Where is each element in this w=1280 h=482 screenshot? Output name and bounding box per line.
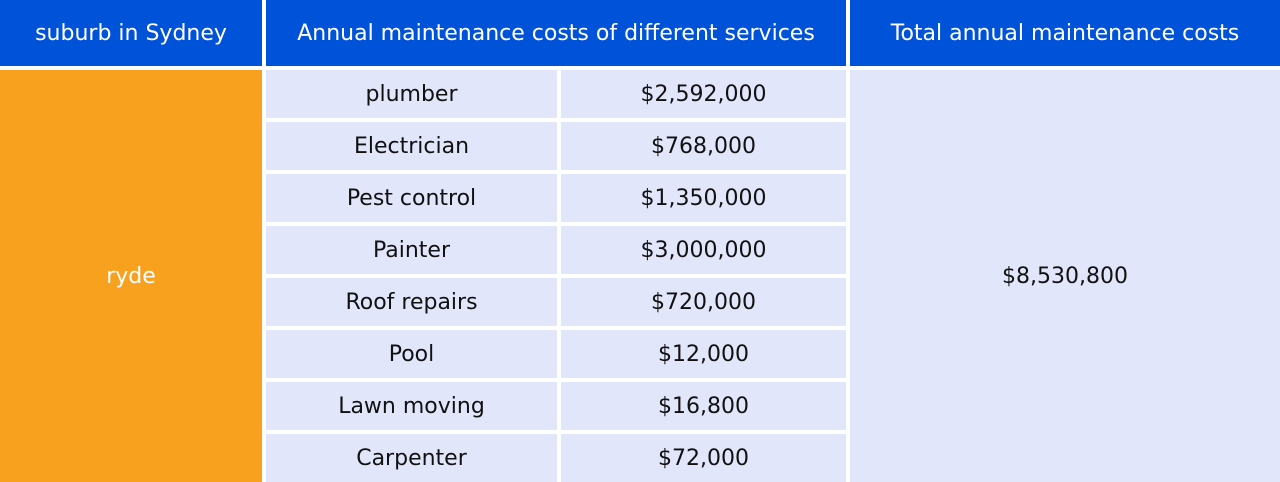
service-name-cell: Electrician xyxy=(266,122,557,170)
service-name-cell: Pest control xyxy=(266,174,557,222)
service-name-cell: Roof repairs xyxy=(266,278,557,326)
service-cost-cell: $2,592,000 xyxy=(561,70,846,118)
service-cost-cell: $3,000,000 xyxy=(561,226,846,274)
suburb-cell: ryde xyxy=(0,70,262,482)
header-annual-costs: Annual maintenance costs of different se… xyxy=(266,0,846,66)
service-cost-cell: $720,000 xyxy=(561,278,846,326)
header-suburb: suburb in Sydney xyxy=(0,0,262,66)
service-cost-cell: $12,000 xyxy=(561,330,846,378)
service-cost-cell: $72,000 xyxy=(561,434,846,482)
service-name-cell: Pool xyxy=(266,330,557,378)
service-name-cell: plumber xyxy=(266,70,557,118)
service-cost-cell: $768,000 xyxy=(561,122,846,170)
service-name-cell: Lawn moving xyxy=(266,382,557,430)
service-name-cell: Painter xyxy=(266,226,557,274)
service-cost-cell: $16,800 xyxy=(561,382,846,430)
service-name-cell: Carpenter xyxy=(266,434,557,482)
header-total: Total annual maintenance costs xyxy=(850,0,1280,66)
total-cost-cell: $8,530,800 xyxy=(850,70,1280,482)
service-cost-cell: $1,350,000 xyxy=(561,174,846,222)
